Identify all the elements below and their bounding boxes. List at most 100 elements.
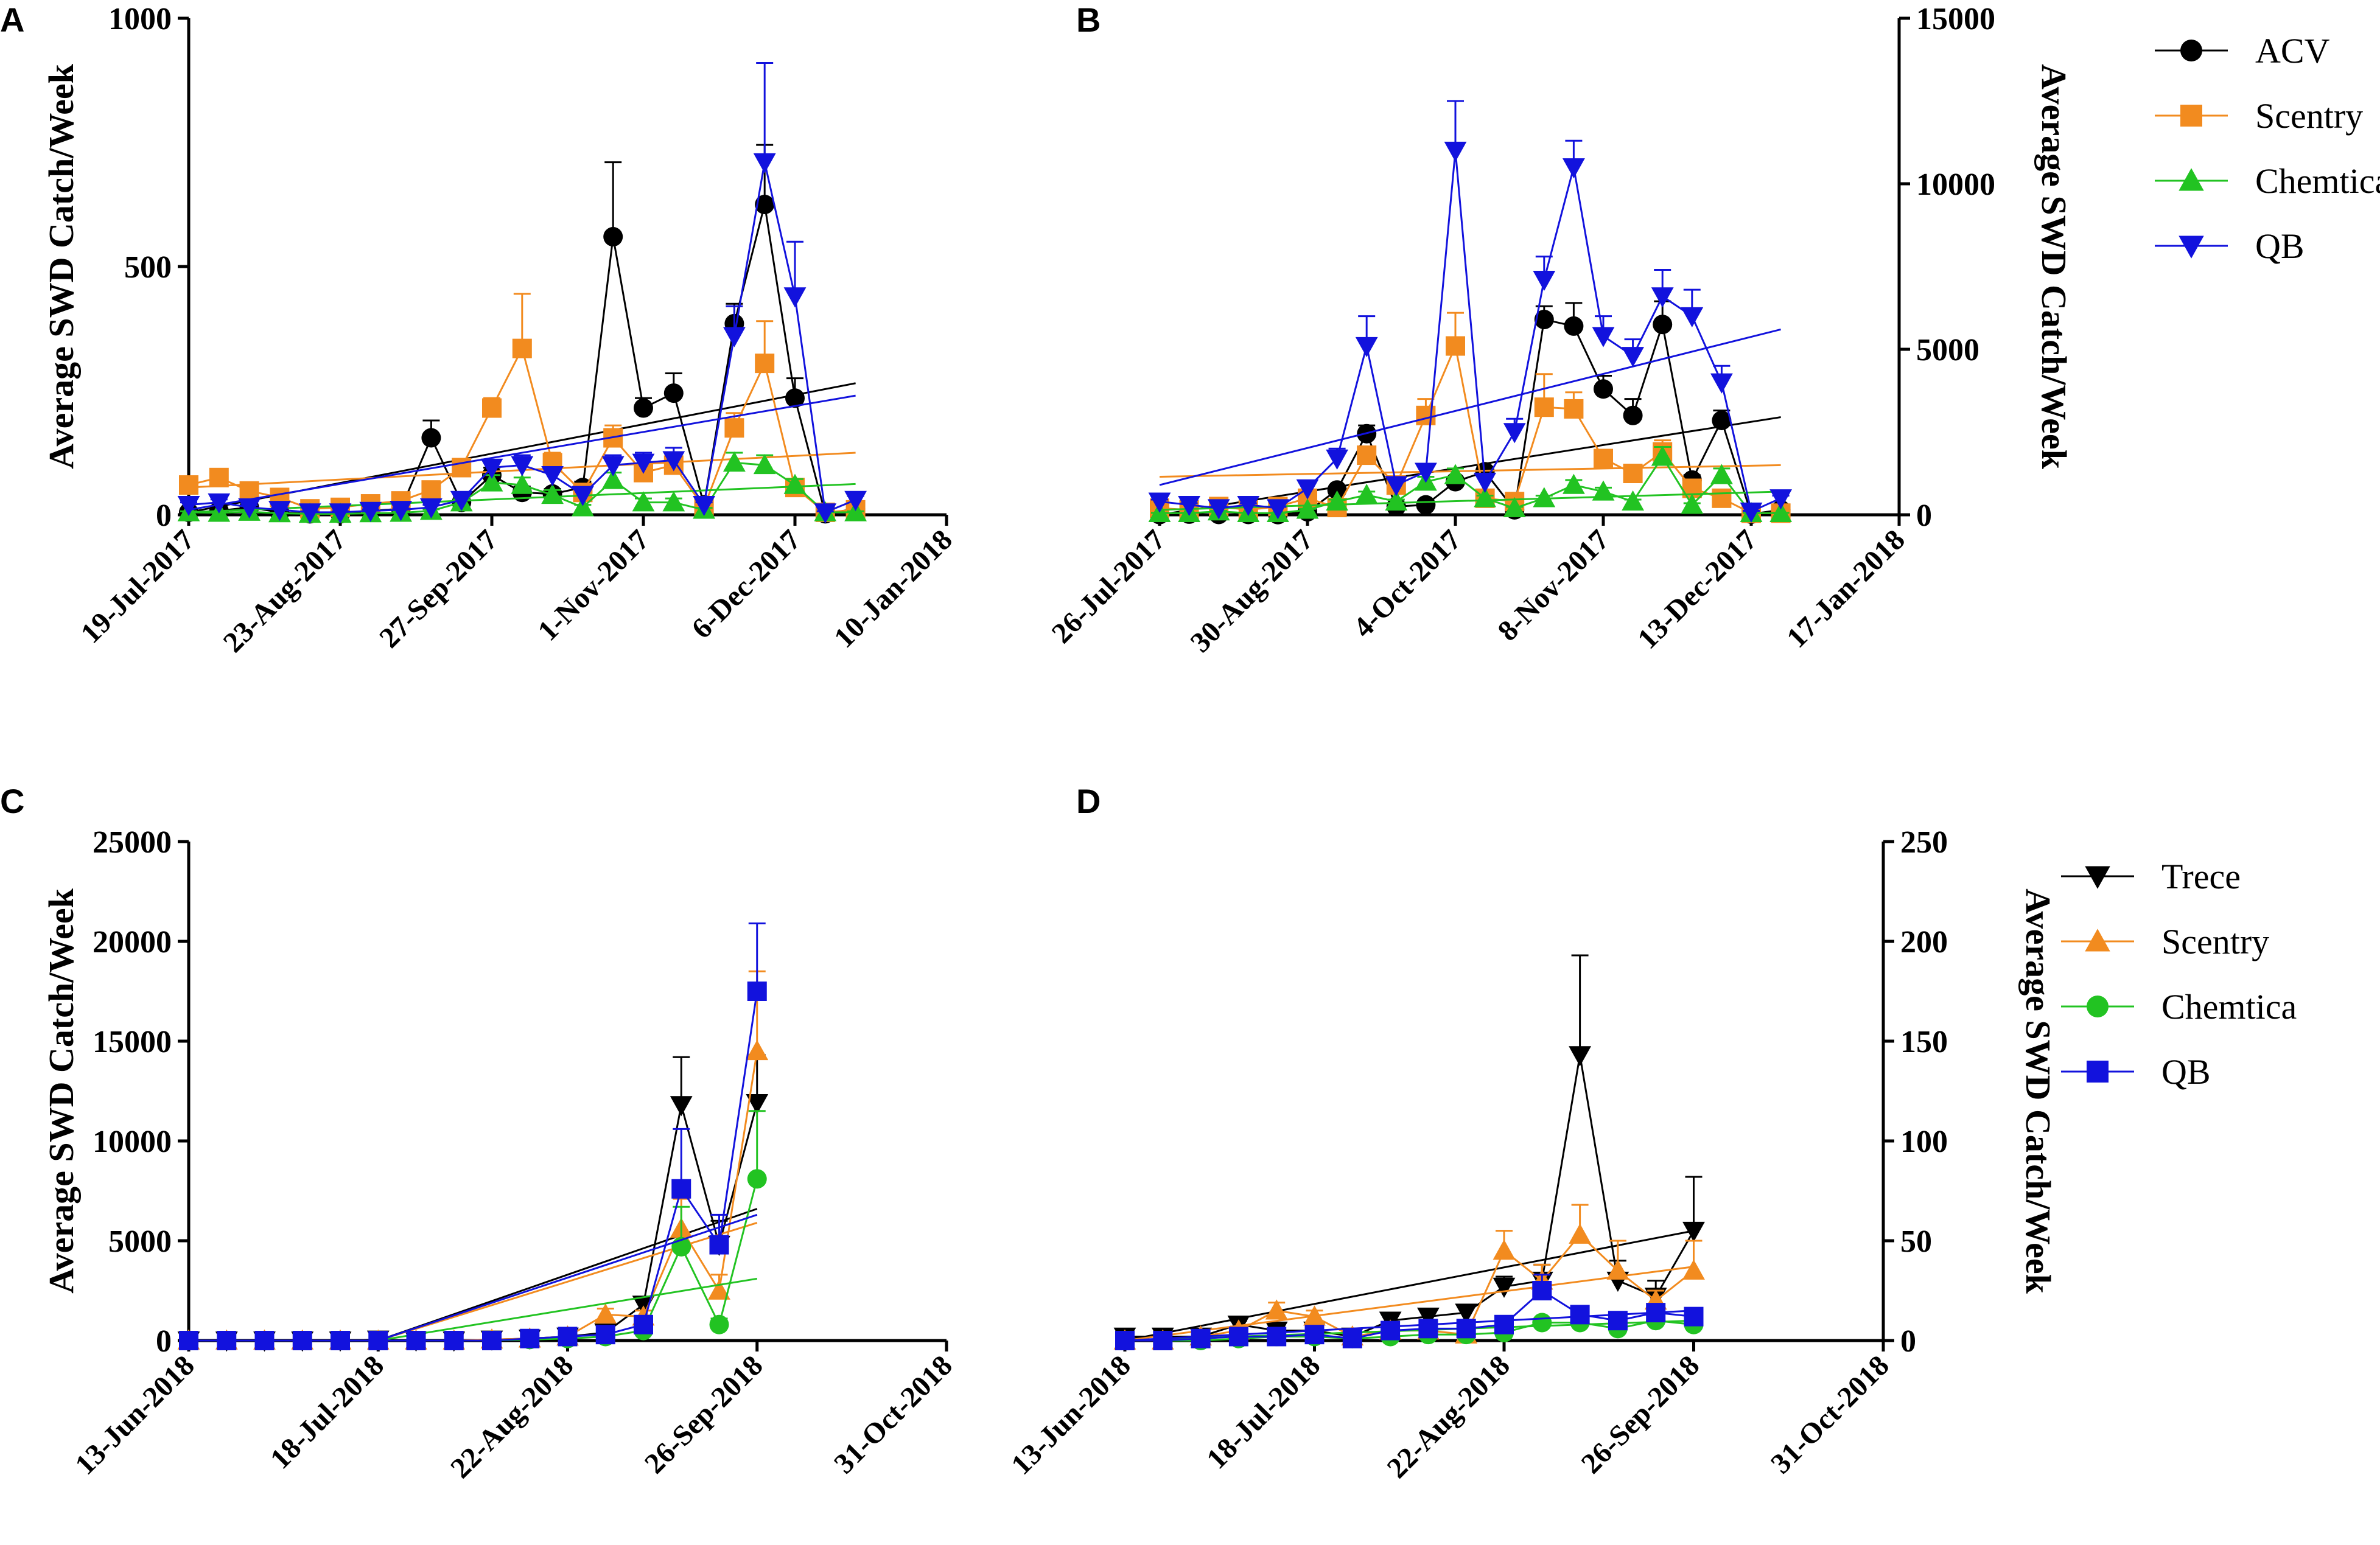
panel-b-point-qb xyxy=(1503,423,1526,444)
panel-d-point-qb xyxy=(1381,1320,1401,1341)
panel-a-xtick-label: 1-Nov-2017 xyxy=(531,523,655,647)
panel-a-point-chemtica xyxy=(572,496,594,517)
legend-item-acv: ACV xyxy=(2155,31,2330,71)
panel-b-point-qb xyxy=(1178,495,1200,517)
legend-item-chemtica: Chemtica xyxy=(2061,987,2297,1027)
panel-d-point-qb xyxy=(1418,1319,1438,1339)
panel-a-y-label: Average SWD Catch/Week xyxy=(41,63,81,469)
panel-d-point-qb xyxy=(1532,1281,1552,1300)
panel-c: 0 5000 10000 15000 20000 25000 Average SWD Cat… xyxy=(41,825,959,1485)
panel-a-xtick-label: 6-Dec-2017 xyxy=(685,523,807,645)
panel-d-xtick-label: 26-Sep-2018 xyxy=(1575,1349,1706,1480)
legend-marker-trece xyxy=(2085,866,2110,889)
panel-b-point-acv xyxy=(1534,310,1554,330)
legend-label-acv: ACV xyxy=(2255,31,2330,71)
panel-a-trend-chemtica xyxy=(188,483,856,514)
panel-a-point-qb xyxy=(632,453,655,474)
legend-marker-scentry xyxy=(2085,929,2110,952)
panel-a-point-chemtica xyxy=(723,451,746,472)
panel-a-xtick-label: 10-Jan-2018 xyxy=(828,523,959,654)
panel-d-xtick-label: 13-Jun-2018 xyxy=(1005,1349,1137,1481)
panel-d-point-scentry xyxy=(1682,1259,1705,1280)
legend-marker-scentry xyxy=(2180,105,2202,127)
panel-d-line-trece xyxy=(1125,1055,1695,1337)
panel-d-series-trece xyxy=(1113,954,1705,1348)
panel-d-point-scentry xyxy=(1493,1240,1516,1260)
panel-a-point-scentry xyxy=(179,475,198,495)
panel-b-point-chemtica xyxy=(1503,497,1526,517)
panel-b-point-qb xyxy=(1385,476,1408,497)
panel-b-point-acv xyxy=(1564,316,1584,336)
panel-a-point-acv xyxy=(785,388,805,408)
panel-a-ytick-label: 0 xyxy=(156,498,172,533)
panel-a-point-acv xyxy=(421,428,441,448)
panel-a-point-acv xyxy=(663,383,684,403)
panel-a-point-qb xyxy=(511,456,534,476)
panel-d-trend-qb xyxy=(1124,1310,1694,1342)
legend-item-trece: Trece xyxy=(2061,857,2241,896)
panel-c-line-chemtica xyxy=(189,1178,758,1342)
panel-b-point-chemtica xyxy=(1296,498,1319,519)
panel-b-point-scentry xyxy=(1564,399,1584,419)
panel-c-ytick-label: 15000 xyxy=(93,1025,172,1059)
panel-b-xtick-label: 4-Oct-2017 xyxy=(1347,523,1468,644)
panel-b-point-qb xyxy=(1533,271,1556,291)
panel-b-point-qb xyxy=(1769,489,1792,510)
panel-b-ytick-label: 10000 xyxy=(1916,167,1995,202)
panel-b-xtick-label: 13-Dec-2017 xyxy=(1631,523,1763,655)
panel-d-trend-trece xyxy=(1124,1230,1694,1342)
panel-c-point-qb xyxy=(634,1314,653,1334)
panel-b-trend-acv xyxy=(1159,416,1781,516)
panel-b-xtick-label: 30-Aug-2017 xyxy=(1185,523,1320,658)
panel-d-trend-scentry xyxy=(1124,1266,1694,1342)
panel-c-point-qb xyxy=(331,1331,350,1350)
panel-d-point-qb xyxy=(1191,1328,1211,1348)
panel-d-ytick-label: 50 xyxy=(1900,1224,1932,1259)
panel-d-point-qb xyxy=(1115,1331,1135,1350)
panel-d-point-trece xyxy=(1455,1303,1478,1324)
panel-a-point-scentry xyxy=(512,338,532,358)
panel-b-point-qb xyxy=(1237,495,1260,517)
panel-a: 0 500 1000 Average SWD Catch/Week 19-Jul-201… xyxy=(41,2,959,659)
panel-c-ytick-label: 20000 xyxy=(93,925,172,960)
panel-b-point-chemtica xyxy=(1769,501,1792,522)
panel-b-line-scentry xyxy=(1159,343,1781,514)
panel-b-line-acv xyxy=(1159,318,1781,516)
panel-letter-b: B xyxy=(1076,1,1101,39)
panel-b-point-chemtica xyxy=(1533,487,1556,507)
panel-b-point-qb xyxy=(1296,479,1319,500)
panel-a-point-scentry xyxy=(482,398,502,418)
panel-b-series-qb xyxy=(1148,100,1792,523)
panel-b-point-qb xyxy=(1326,449,1348,470)
panel-b-point-acv xyxy=(1653,315,1673,335)
panel-a-point-acv xyxy=(634,398,653,418)
panel-b-trend-qb xyxy=(1159,328,1781,486)
panel-a-point-acv xyxy=(603,227,623,247)
panel-d-ytick-label: 150 xyxy=(1900,1025,1948,1059)
legend-item-scentry: Scentry xyxy=(2061,922,2269,961)
panel-b-point-scentry xyxy=(1594,448,1613,469)
legend-label-qb: QB xyxy=(2161,1052,2211,1092)
panel-b-point-qb xyxy=(1681,307,1704,327)
legend-label-scentry: Scentry xyxy=(2255,96,2363,136)
panel-a-point-chemtica xyxy=(511,473,534,494)
panel-a-ytick-label: 500 xyxy=(124,250,172,285)
panel-b-point-scentry xyxy=(1416,405,1436,425)
panel-b-point-chemtica xyxy=(1622,490,1644,511)
panel-c-point-qb xyxy=(444,1331,464,1350)
panel-c-point-qb xyxy=(254,1331,275,1350)
panel-b-point-acv xyxy=(1416,495,1436,515)
panel-b-point-qb xyxy=(1148,492,1171,513)
panel-a-trend-qb xyxy=(188,394,856,511)
panel-letter-d: D xyxy=(1076,782,1101,820)
panel-c-point-scentry xyxy=(708,1279,730,1300)
panel-a-point-qb xyxy=(814,503,837,524)
panel-d-xtick-label: 31-Oct-2018 xyxy=(1765,1349,1895,1480)
panel-b-point-scentry xyxy=(1534,397,1554,417)
panel-a-point-qb xyxy=(753,153,776,174)
panel-a-ytick-label: 1000 xyxy=(108,2,172,37)
panel-c-series-trece xyxy=(177,1054,769,1352)
panel-b-point-chemtica xyxy=(1710,464,1733,484)
panel-a-point-scentry xyxy=(755,354,775,374)
